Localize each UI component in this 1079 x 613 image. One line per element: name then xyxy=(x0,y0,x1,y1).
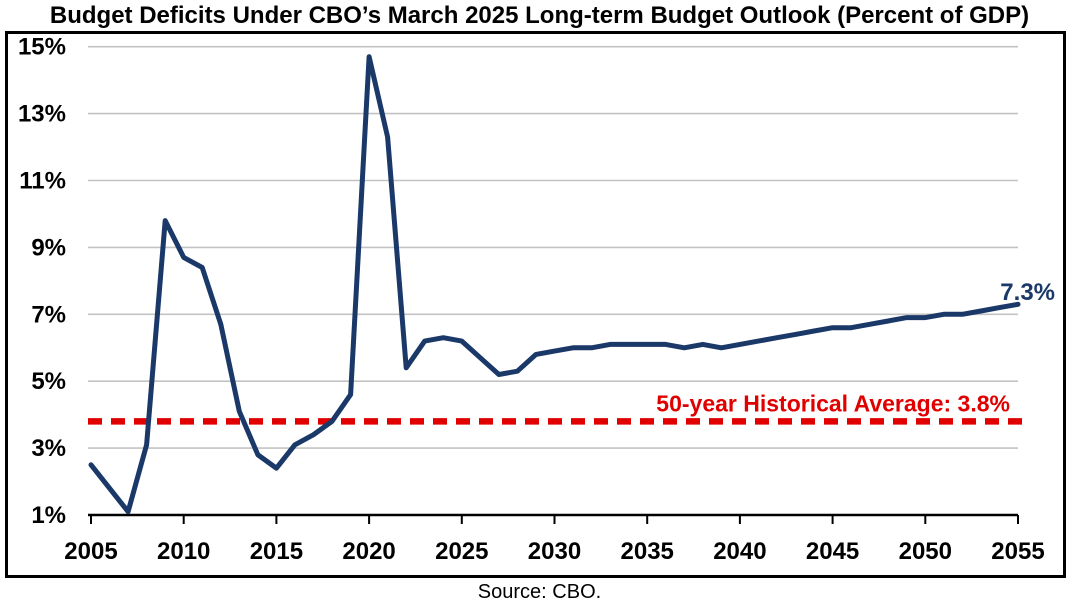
end-value-label: 7.3% xyxy=(1000,279,1055,306)
x-tick-label: 2050 xyxy=(899,538,952,565)
x-tick-label: 2005 xyxy=(64,538,117,565)
y-tick-label: 9% xyxy=(31,234,66,261)
x-tick-label: 2045 xyxy=(806,538,859,565)
chart-border-box: 15% 13% 11% 9% 7% 5% 3% 1% 2005 2010 2015 2020 2025 2… xyxy=(5,31,1066,578)
historical-average-label: 50-year Historical Average: 3.8% xyxy=(656,390,1010,416)
source-note: Source: CBO. xyxy=(477,581,602,603)
y-tick-label: 5% xyxy=(31,368,66,395)
x-tick-label: 2015 xyxy=(250,538,303,565)
y-tick-label: 3% xyxy=(31,435,66,462)
plot-area: 15% 13% 11% 9% 7% 5% 3% 1% 2005 2010 2015 2020 2025 2… xyxy=(18,34,1055,565)
deficit-line-series xyxy=(88,54,1021,515)
y-tick-label: 11% xyxy=(19,168,66,195)
x-tick-label: 2010 xyxy=(157,538,210,565)
y-tick-label: 7% xyxy=(31,301,66,328)
x-tick-label: 2020 xyxy=(342,538,395,565)
x-tick-label: 2030 xyxy=(528,538,581,565)
y-tick-label: 15% xyxy=(18,34,66,61)
y-tick-label: 13% xyxy=(18,101,66,128)
x-tick-label: 2055 xyxy=(991,538,1044,565)
x-tick-label: 2025 xyxy=(435,538,488,565)
x-tick-label: 2040 xyxy=(713,538,766,565)
y-tick-label: 1% xyxy=(31,502,66,529)
chart-title: Budget Deficits Under CBO’s March 2025 L… xyxy=(49,2,1030,29)
x-tick-label: 2035 xyxy=(621,538,674,565)
